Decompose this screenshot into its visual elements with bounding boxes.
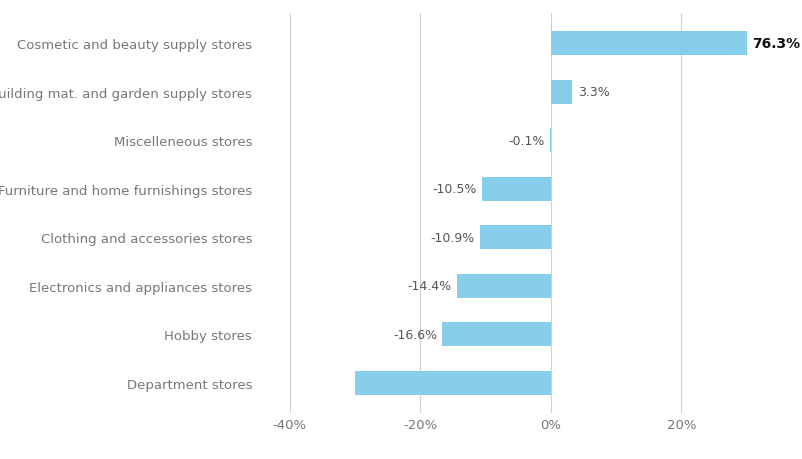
Bar [482,177,550,202]
Text: -0.1%: -0.1% [508,134,545,147]
Text: -16.6%: -16.6% [393,328,436,341]
Bar [442,322,550,347]
Bar [550,32,802,56]
Text: -10.5%: -10.5% [432,183,476,196]
Bar [456,274,550,298]
Text: -10.9%: -10.9% [430,231,474,244]
Bar [354,371,550,395]
Bar [550,80,572,105]
Bar [479,225,550,250]
Text: 3.3%: 3.3% [577,86,609,99]
Text: -14.4%: -14.4% [407,280,451,292]
Text: 76.3%: 76.3% [751,37,799,51]
